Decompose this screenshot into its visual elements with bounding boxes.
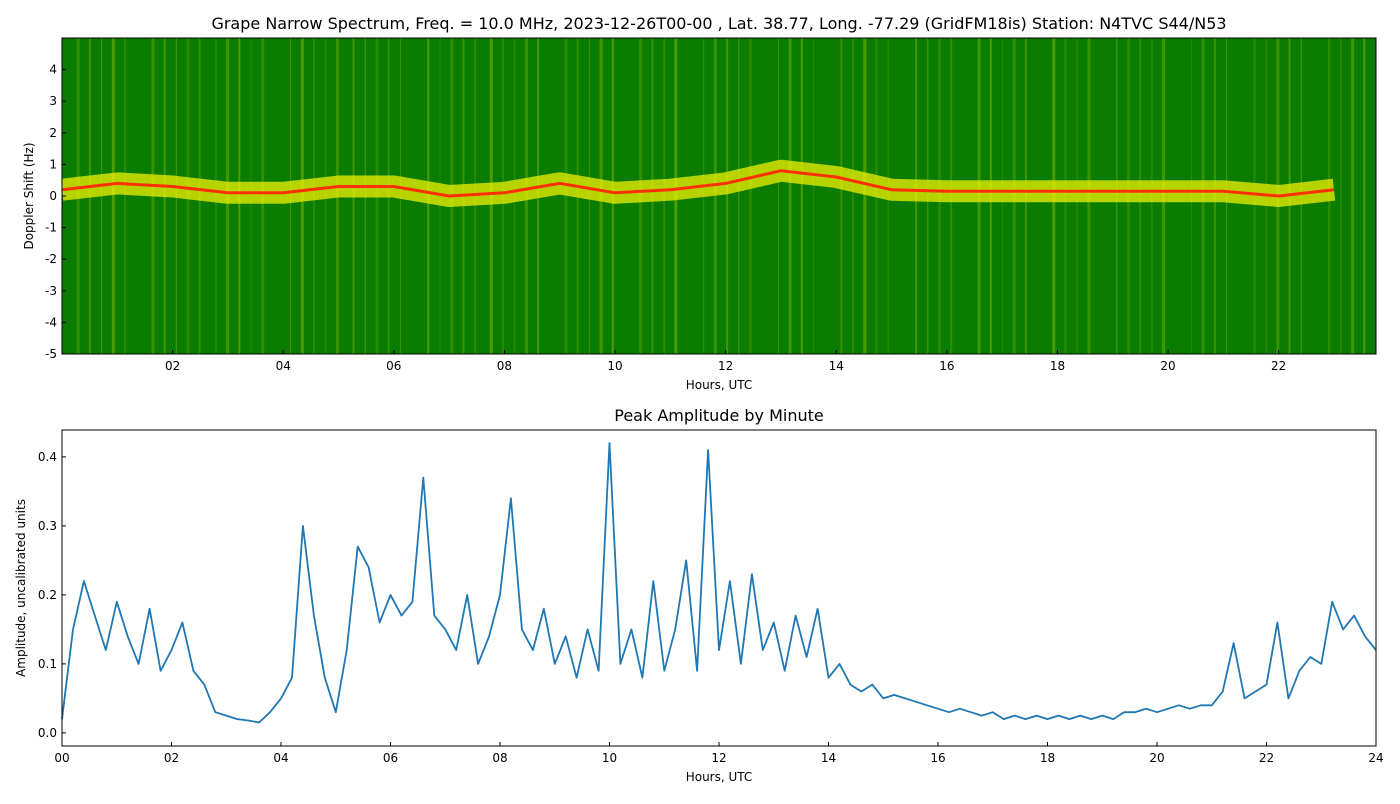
x-tick-label: 22 (1271, 359, 1286, 373)
y-axis-label: Doppler Shift (Hz) (22, 142, 36, 249)
x-tick-label: 02 (164, 751, 179, 765)
x-tick-label: 20 (1149, 751, 1164, 765)
x-tick-label: 20 (1160, 359, 1175, 373)
x-tick-label: 16 (930, 751, 945, 765)
x-axis-label: Hours, UTC (686, 378, 753, 392)
y-tick-label: -4 (45, 315, 57, 329)
amplitude-line (61, 442, 1377, 724)
x-tick-label: 12 (711, 751, 726, 765)
y-tick-label: 3 (49, 94, 57, 108)
x-tick-label: 18 (1050, 359, 1065, 373)
y-tick-label: 0.3 (38, 519, 57, 533)
x-tick-label: 04 (276, 359, 291, 373)
doppler-peak (61, 169, 1335, 198)
x-tick-label: 08 (497, 359, 512, 373)
x-tick-label: 10 (607, 359, 622, 373)
x-tick-label: 08 (492, 751, 507, 765)
x-tick-label: 22 (1259, 751, 1274, 765)
y-tick-label: 0.1 (38, 657, 57, 671)
y-axis-label: Amplitude, uncalibrated units (14, 499, 28, 677)
y-tick-label: -1 (45, 221, 57, 235)
chart-title: Grape Narrow Spectrum, Freq. = 10.0 MHz,… (211, 14, 1226, 33)
y-tick-label: 0.2 (38, 588, 57, 602)
y-tick-label: 1 (49, 157, 57, 171)
y-tick-label: -2 (45, 252, 57, 266)
x-tick-label: 02 (165, 359, 180, 373)
y-tick-label: 0.4 (38, 450, 57, 464)
x-tick-label: 14 (821, 751, 836, 765)
x-tick-label: 12 (718, 359, 733, 373)
y-tick-label: -5 (45, 347, 57, 361)
y-tick-label: 0.0 (38, 726, 57, 740)
x-tick-label: 06 (383, 751, 398, 765)
x-axis-label: Hours, UTC (686, 770, 753, 784)
x-tick-label: 18 (1040, 751, 1055, 765)
plot-frame (61, 429, 1377, 747)
x-tick-label: 00 (54, 751, 69, 765)
y-tick-label: 0 (49, 189, 57, 203)
y-tick-label: -3 (45, 284, 57, 298)
x-tick-label: 04 (273, 751, 288, 765)
y-tick-label: 4 (49, 63, 57, 77)
chart-title: Peak Amplitude by Minute (614, 406, 824, 425)
x-tick-label: 24 (1368, 751, 1383, 765)
x-tick-label: 10 (602, 751, 617, 765)
x-tick-label: 14 (829, 359, 844, 373)
x-tick-label: 16 (939, 359, 954, 373)
y-tick-label: 2 (49, 126, 57, 140)
x-tick-label: 06 (386, 359, 401, 373)
